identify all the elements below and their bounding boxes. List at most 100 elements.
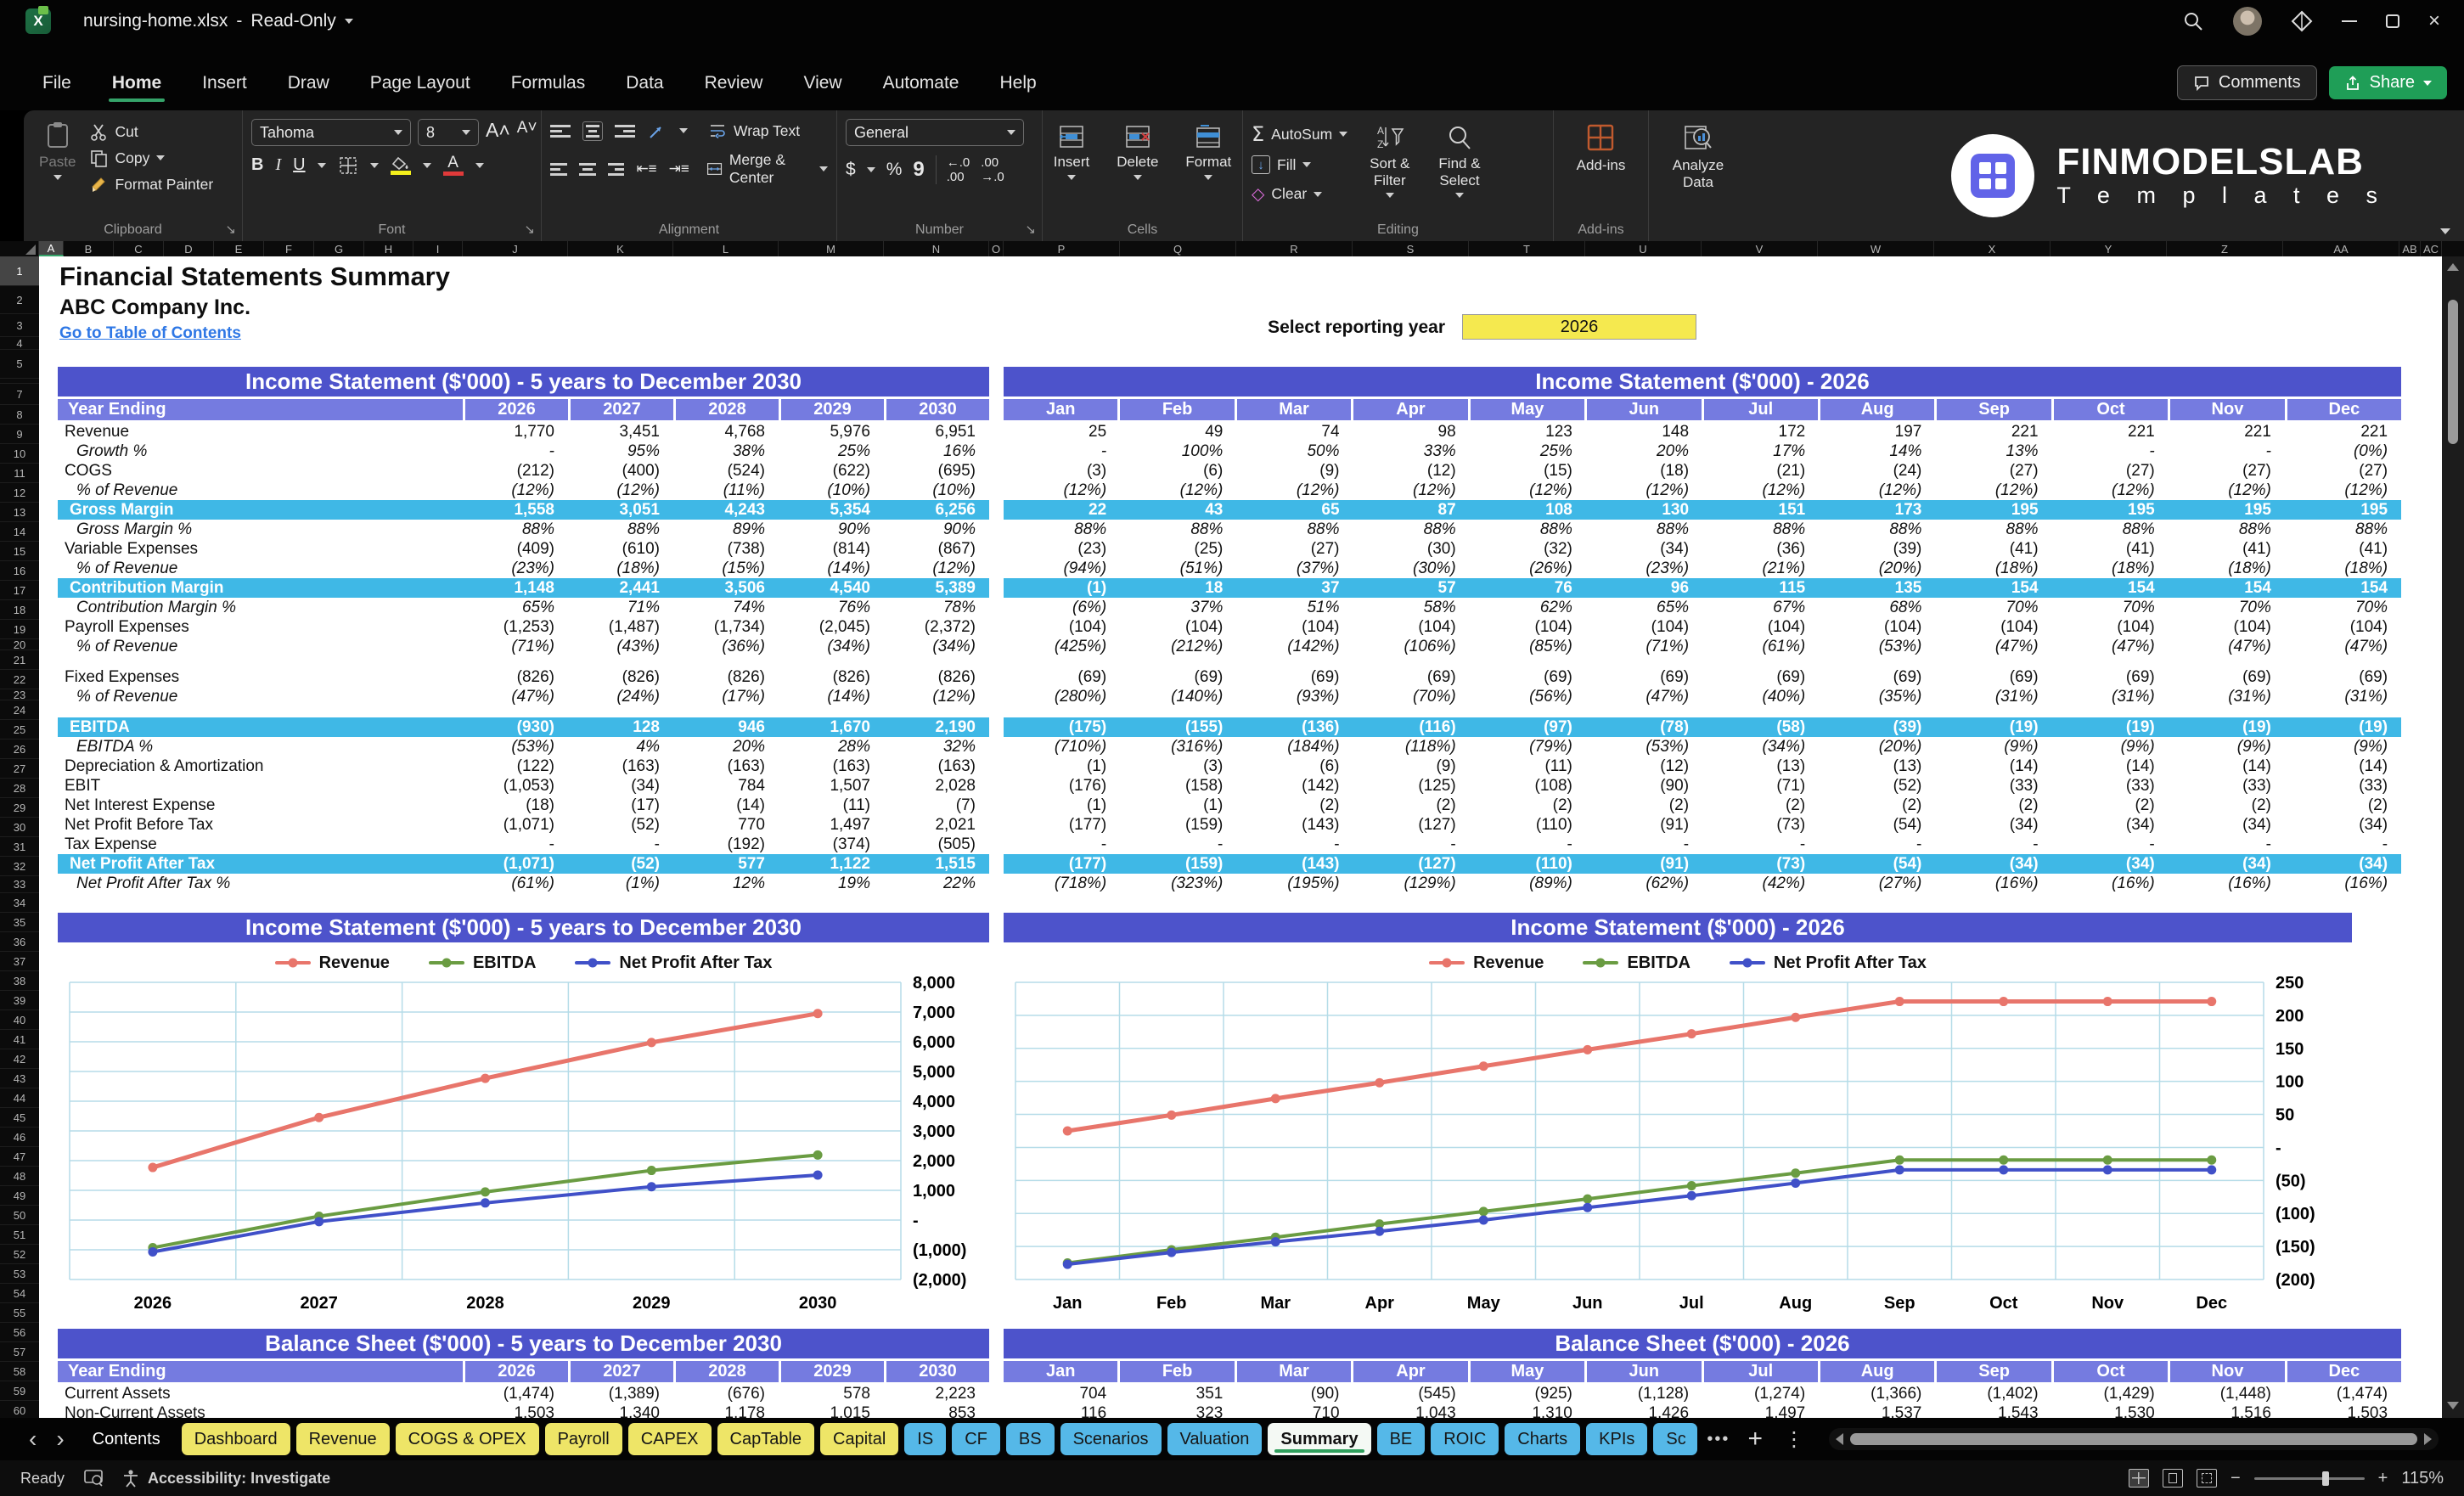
value-cell[interactable]: (41) <box>2009 539 2039 558</box>
value-cell[interactable]: 58% <box>1423 598 1456 616</box>
accessibility-status[interactable]: Accessibility: Investigate <box>122 1469 330 1488</box>
value-cell[interactable]: 221 <box>2360 422 2388 441</box>
value-cell[interactable]: 1,516 <box>2231 1403 2271 1419</box>
row-header-31[interactable]: 31 <box>0 837 39 857</box>
value-cell[interactable]: (34) <box>2359 854 2388 873</box>
value-cell[interactable]: (610) <box>622 539 660 558</box>
value-cell[interactable]: 88% <box>1423 520 1456 538</box>
row-header-34[interactable]: 34 <box>0 893 39 913</box>
value-cell[interactable]: (27) <box>1310 539 1340 558</box>
row-header-47[interactable]: 47 <box>0 1147 39 1167</box>
value-cell[interactable]: 1,543 <box>1998 1403 2039 1419</box>
header-cell-2030[interactable]: 2030 <box>884 399 989 420</box>
value-cell[interactable]: (14) <box>2125 756 2155 775</box>
header-cell-2029[interactable]: 2029 <box>779 399 884 420</box>
income-statement-5yr-chart[interactable]: Income Statement ($'000) - 5 years to De… <box>58 913 989 1324</box>
value-cell[interactable]: (33) <box>2359 776 2388 795</box>
value-cell[interactable]: (129%) <box>1404 874 1456 892</box>
menu-tab-insert[interactable]: Insert <box>202 73 247 93</box>
value-cell[interactable]: 19% <box>837 874 870 892</box>
sheet-tab-cf[interactable]: CF <box>952 1423 1000 1455</box>
header-cell-jun[interactable]: Jun <box>1584 399 1702 420</box>
value-cell[interactable]: (1,474) <box>503 1384 554 1403</box>
value-cell[interactable]: (40%) <box>1762 687 1806 706</box>
row-header-1[interactable]: 1 <box>0 256 39 286</box>
value-cell[interactable]: 70% <box>2006 598 2039 616</box>
column-header-S[interactable]: S <box>1353 241 1469 256</box>
value-cell[interactable]: (91) <box>1660 815 1690 834</box>
orientation-icon[interactable] <box>647 121 667 141</box>
value-cell[interactable]: - <box>548 441 554 460</box>
value-cell[interactable]: (867) <box>937 539 976 558</box>
value-cell[interactable]: 195 <box>2360 500 2388 519</box>
value-cell[interactable]: (125) <box>1418 776 1456 795</box>
vertical-scroll-thumb[interactable] <box>2448 300 2458 444</box>
row-header-17[interactable]: 17 <box>0 581 39 600</box>
value-cell[interactable]: 20% <box>1657 441 1690 460</box>
value-cell[interactable]: (136) <box>1302 717 1340 736</box>
value-cell[interactable]: (12%) <box>616 481 660 499</box>
row-header-14[interactable]: 14 <box>0 522 39 542</box>
value-cell[interactable]: (3) <box>1086 461 1107 480</box>
row-label-cell[interactable]: % of Revenue <box>76 559 178 577</box>
collapse-ribbon-icon[interactable] <box>2440 228 2450 234</box>
value-cell[interactable]: 5,389 <box>935 578 976 597</box>
value-cell[interactable]: (1,071) <box>503 854 554 873</box>
value-cell[interactable]: (1) <box>1086 796 1107 814</box>
value-cell[interactable]: 770 <box>738 815 765 834</box>
value-cell[interactable]: (23) <box>1077 539 1107 558</box>
italic-button[interactable]: I <box>275 155 282 174</box>
more-tabs-button[interactable]: ••• <box>1707 1429 1730 1448</box>
row-header-10[interactable]: 10 <box>0 444 39 464</box>
row-header-7[interactable]: 7 <box>0 384 39 405</box>
value-cell[interactable]: (1,253) <box>503 617 554 636</box>
column-header-A[interactable]: A <box>39 241 64 256</box>
value-cell[interactable]: (718%) <box>1054 874 1107 892</box>
row-header-50[interactable]: 50 <box>0 1206 39 1225</box>
year-selector-cell[interactable]: 2026 <box>1462 314 1696 340</box>
align-right-icon[interactable] <box>607 162 625 176</box>
value-cell[interactable]: (21%) <box>1762 559 1806 577</box>
font-size-select[interactable]: 8 <box>418 119 479 146</box>
value-cell[interactable]: (1,366) <box>1871 1384 1922 1403</box>
menu-tab-automate[interactable]: Automate <box>882 73 959 93</box>
value-cell[interactable]: (12%) <box>2344 481 2388 499</box>
row-header-49[interactable]: 49 <box>0 1186 39 1206</box>
value-cell[interactable]: 49 <box>1205 422 1224 441</box>
value-cell[interactable]: (71) <box>1776 776 1806 795</box>
value-cell[interactable]: 96 <box>1670 578 1690 597</box>
value-cell[interactable]: (104) <box>1184 617 1224 636</box>
value-cell[interactable]: (104) <box>1884 617 1922 636</box>
horizontal-scrollbar[interactable] <box>1828 1428 2439 1450</box>
value-cell[interactable]: (53%) <box>1878 637 1922 655</box>
sheet-tab-bs[interactable]: BS <box>1005 1423 1055 1455</box>
value-cell[interactable]: (34) <box>2009 854 2039 873</box>
row-header-21[interactable]: 21 <box>0 650 39 670</box>
value-cell[interactable]: (2) <box>1319 796 1340 814</box>
value-cell[interactable]: (505) <box>937 835 976 853</box>
value-cell[interactable]: 76 <box>1554 578 1572 597</box>
value-cell[interactable]: (69) <box>2125 667 2155 686</box>
autosum-button[interactable]: Σ AutoSum <box>1252 122 1348 146</box>
value-cell[interactable]: (1%) <box>625 874 660 892</box>
header-cell-apr[interactable]: Apr <box>1351 1361 1468 1382</box>
value-cell[interactable]: (91) <box>1660 854 1690 873</box>
value-cell[interactable]: 154 <box>2244 578 2271 597</box>
value-cell[interactable]: (27%) <box>1878 874 1922 892</box>
value-cell[interactable]: (2) <box>2367 796 2388 814</box>
value-cell[interactable]: (2) <box>1668 796 1690 814</box>
value-cell[interactable]: (15) <box>1544 461 1572 480</box>
value-cell[interactable]: 1,530 <box>2114 1403 2155 1419</box>
value-cell[interactable]: (53%) <box>511 737 554 756</box>
value-cell[interactable]: (12%) <box>1645 481 1690 499</box>
value-cell[interactable]: 2,190 <box>935 717 976 736</box>
underline-button[interactable]: U <box>293 155 306 174</box>
value-cell[interactable]: 88% <box>2122 520 2155 538</box>
value-cell[interactable]: 70% <box>2238 598 2271 616</box>
value-cell[interactable]: (9%) <box>2120 737 2155 756</box>
value-cell[interactable]: (52) <box>631 815 660 834</box>
value-cell[interactable]: (54) <box>1893 854 1922 873</box>
value-cell[interactable]: (36%) <box>722 637 765 655</box>
value-cell[interactable]: 195 <box>2244 500 2271 519</box>
value-cell[interactable]: (104) <box>2233 617 2271 636</box>
